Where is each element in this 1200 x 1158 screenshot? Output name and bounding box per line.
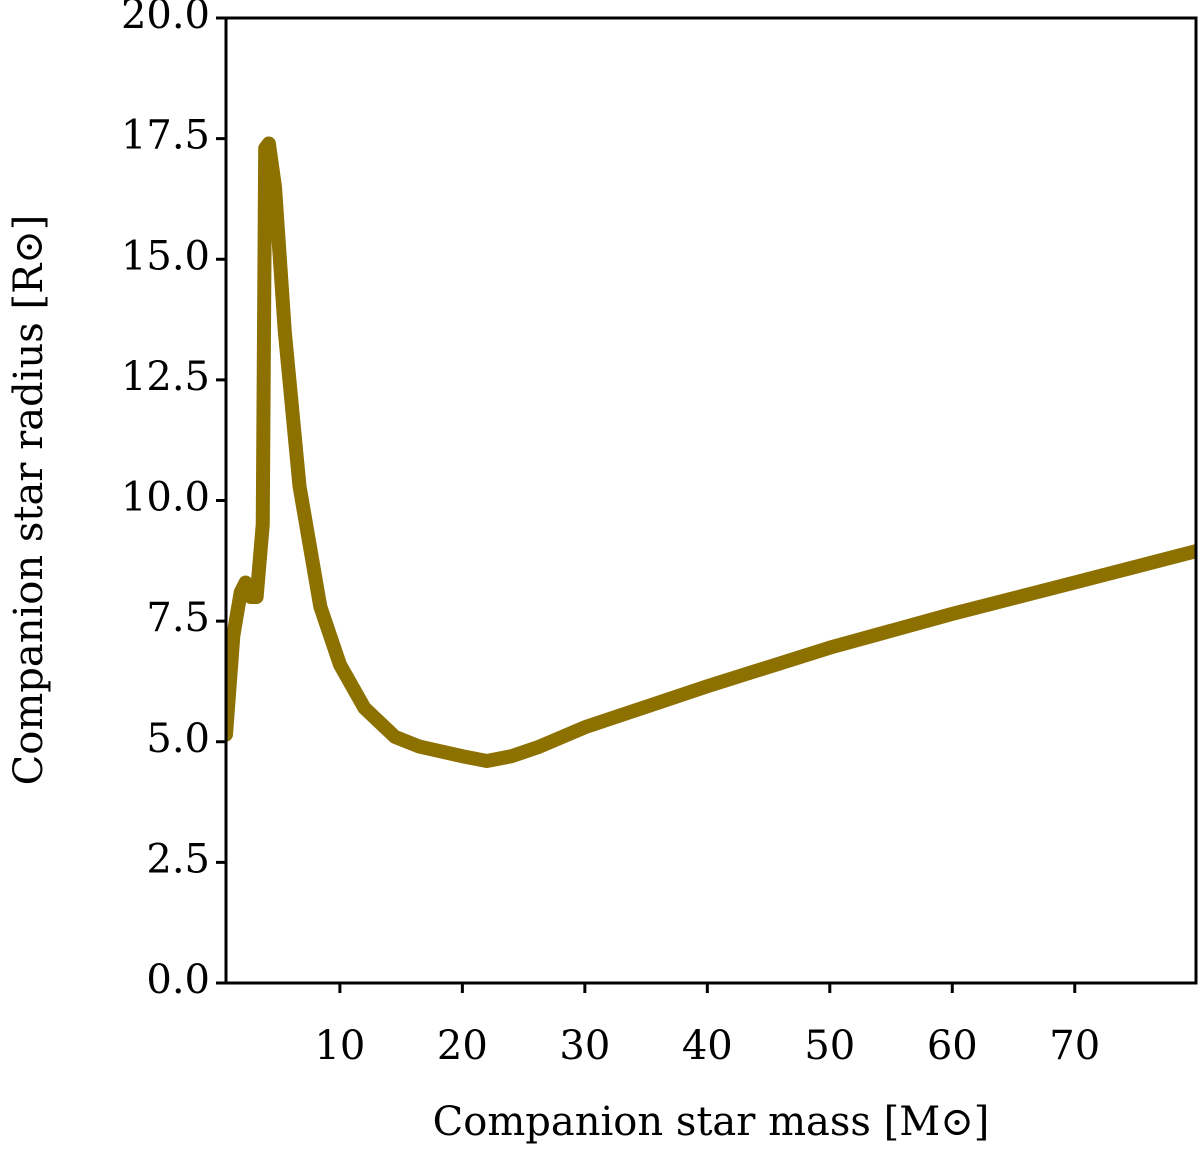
x-tick-label: 60: [927, 1023, 978, 1069]
y-tick-label: 17.5: [121, 113, 210, 159]
data-line: [226, 136, 1196, 769]
y-tick-label: 5.0: [146, 716, 210, 762]
y-tick-label: 12.5: [121, 354, 210, 400]
x-tick-label: 30: [559, 1023, 610, 1069]
y-tick-label: 2.5: [146, 836, 210, 882]
y-tick-label: 20.0: [121, 0, 210, 38]
x-tick-label: 40: [682, 1023, 733, 1069]
y-tick-label: 10.0: [121, 475, 210, 521]
x-tick-label: 70: [1049, 1023, 1100, 1069]
x-tick-label: 50: [804, 1023, 855, 1069]
x-tick-label: 10: [314, 1023, 365, 1069]
y-tick-label: 15.0: [121, 233, 210, 279]
x-axis-label: Companion star mass [M⊙]: [433, 1099, 990, 1145]
y-tick-label: 0.0: [146, 957, 210, 1003]
plot-frame: [224, 16, 1198, 985]
y-axis-label: Companion star radius [R⊙]: [6, 215, 52, 786]
y-tick-label: 7.5: [146, 595, 210, 641]
x-tick-label: 20: [437, 1023, 488, 1069]
